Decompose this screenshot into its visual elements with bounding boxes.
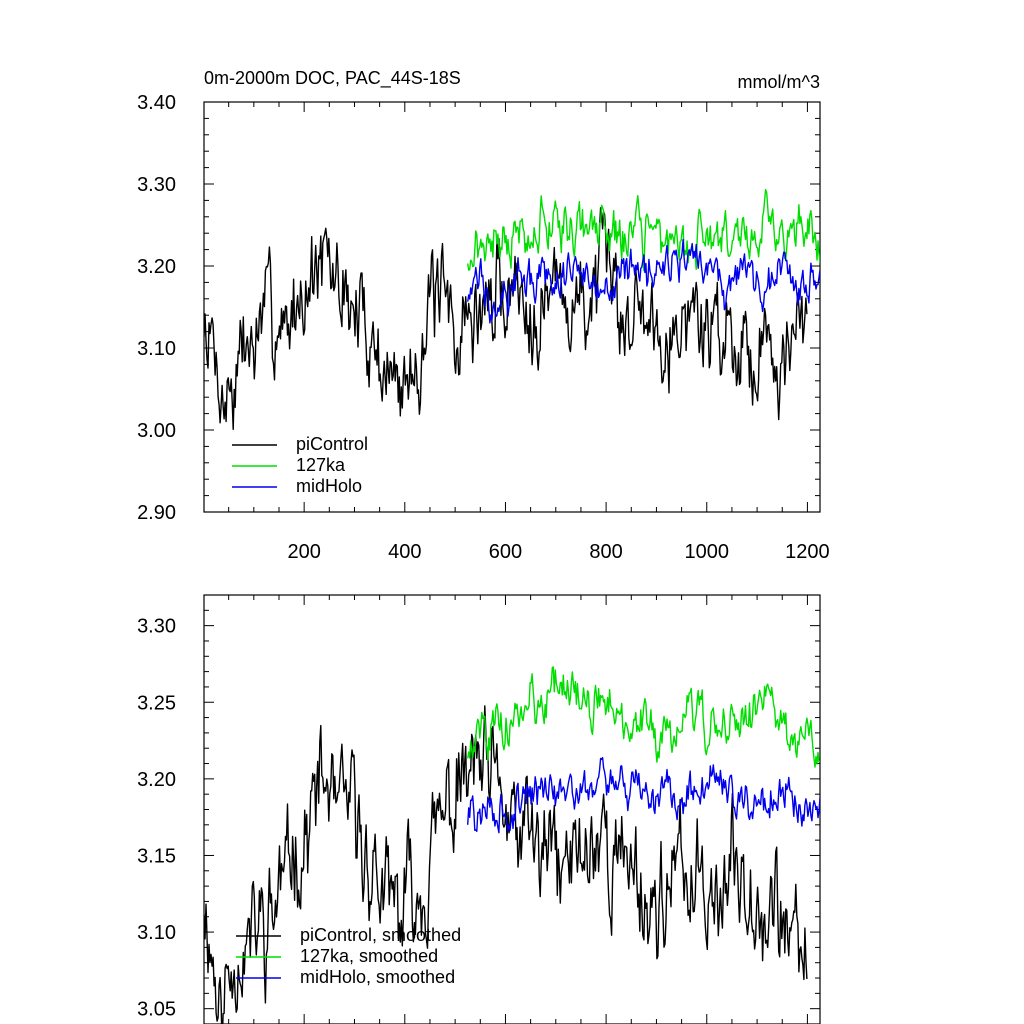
series-line-127ka: [467, 188, 820, 272]
top-panel-units: mmol/m^3: [738, 72, 820, 92]
legend-label: piControl, smoothed: [300, 925, 461, 945]
series-line-midholo: [467, 238, 820, 324]
y-tick-label: 3.15: [137, 845, 176, 867]
legend-label: piControl: [296, 434, 368, 454]
top-panel-xtick-labels: 200 400 600 800 1000 1200: [287, 541, 829, 563]
series-line-midholo-smoothed: [467, 756, 820, 834]
bottom-panel-series: [204, 666, 820, 1024]
bottom-panel: 3.05 3.10 3.15 3.20 3.25 3.30 piControl, smoo…: [137, 594, 821, 1024]
series-line-127ka-smoothed: [467, 666, 820, 768]
x-tick-label: 800: [589, 541, 622, 563]
top-panel-ticks: [204, 101, 820, 513]
top-panel-plot-frame: [203, 101, 821, 513]
legend-label: 127ka, smoothed: [300, 946, 438, 966]
bottom-panel-plot-frame: [203, 594, 821, 1024]
y-tick-label: 3.40: [137, 92, 176, 114]
bottom-panel-ticks: [204, 594, 820, 1024]
legend-label: midHolo, smoothed: [300, 967, 455, 987]
y-tick-label: 3.30: [137, 174, 176, 196]
y-tick-label: 3.10: [137, 338, 176, 360]
legend-label: 127ka: [296, 455, 346, 475]
x-tick-label: 200: [287, 541, 320, 563]
y-tick-label: 3.00: [137, 420, 176, 442]
top-panel-ytick-labels: 2.90 3.00 3.10 3.20 3.30 3.40: [137, 92, 176, 524]
x-tick-label: 400: [388, 541, 421, 563]
x-tick-label: 600: [489, 541, 522, 563]
top-panel-title: 0m-2000m DOC, PAC_44S-18S: [204, 68, 461, 89]
series-line-picontrol-smoothed: [204, 705, 808, 1024]
y-tick-label: 3.10: [137, 922, 176, 944]
y-tick-label: 3.30: [137, 616, 176, 638]
y-tick-label: 2.90: [137, 502, 176, 524]
x-tick-label: 1200: [785, 541, 830, 563]
top-panel: 0m-2000m DOC, PAC_44S-18S mmol/m^3 2.90 3…: [137, 68, 830, 563]
bottom-panel-ytick-labels: 3.05 3.10 3.15 3.20 3.25 3.30: [137, 616, 176, 1021]
y-tick-label: 3.25: [137, 692, 176, 714]
y-tick-label: 3.20: [137, 256, 176, 278]
series-line-picontrol: [204, 207, 808, 430]
y-tick-label: 3.20: [137, 769, 176, 791]
x-tick-label: 1000: [685, 541, 730, 563]
top-panel-series: [204, 188, 820, 430]
legend-label: midHolo: [296, 476, 362, 496]
y-tick-label: 3.05: [137, 999, 176, 1021]
